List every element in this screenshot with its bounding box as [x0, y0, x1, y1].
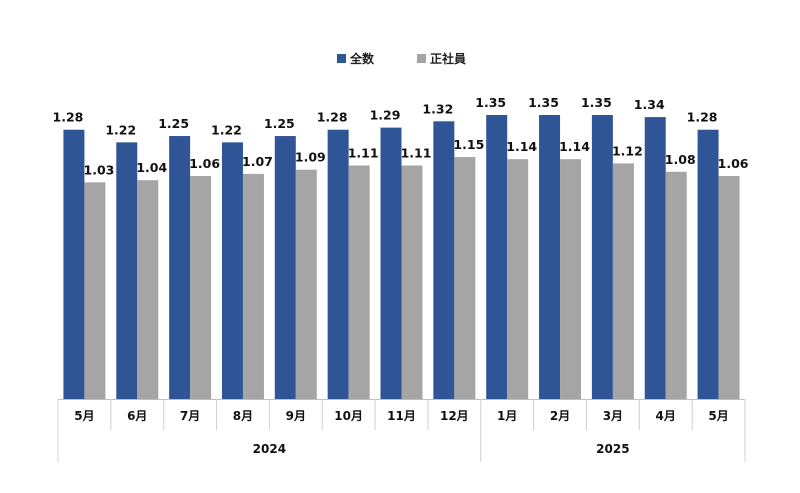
data-label-regular-9: 1.14: [559, 139, 590, 154]
data-label-regular-2: 1.06: [189, 156, 220, 171]
bar-total-8: [486, 115, 508, 399]
chart-legend: 全数 正社員: [337, 51, 466, 66]
bar-total-3: [221, 142, 243, 399]
data-label-regular-6: 1.11: [401, 145, 432, 160]
data-label-total-3: 1.22: [211, 122, 242, 137]
data-label-regular-3: 1.07: [242, 154, 273, 169]
bar-regular-7: [454, 157, 476, 399]
legend-label-total: 全数: [349, 51, 375, 66]
legend-swatch-total: [337, 54, 346, 63]
data-label-regular-11: 1.08: [665, 152, 696, 167]
data-label-regular-4: 1.09: [295, 150, 326, 165]
data-label-total-6: 1.29: [370, 108, 401, 123]
data-label-total-2: 1.25: [158, 116, 189, 131]
data-label-regular-0: 1.03: [84, 162, 115, 177]
bar-regular-10: [612, 163, 634, 399]
bar-total-7: [433, 121, 455, 400]
data-label-regular-1: 1.04: [136, 160, 167, 175]
legend-item-total: 全数: [337, 51, 375, 66]
x-tick-label-0: 5月: [74, 409, 94, 423]
bar-total-10: [591, 115, 613, 399]
x-tick-label-6: 11月: [387, 409, 416, 423]
bar-total-1: [116, 142, 138, 399]
bars-group: [63, 115, 740, 400]
x-tick-label-3: 8月: [233, 409, 253, 423]
x-tick-label-5: 10月: [334, 409, 363, 423]
bar-total-9: [539, 115, 561, 399]
data-labels-group: 1.28 1.03 1.22 1.04 1.25 1.06 1.22 1.07 1.25 1.09…: [53, 95, 749, 177]
bar-total-11: [644, 117, 666, 400]
bar-total-0: [63, 129, 85, 399]
x-tick-label-11: 4月: [656, 409, 676, 423]
bar-regular-12: [718, 176, 740, 399]
data-label-regular-8: 1.14: [506, 139, 537, 154]
bar-regular-6: [401, 165, 423, 399]
bar-total-4: [274, 136, 296, 399]
bar-total-5: [327, 129, 349, 399]
bar-regular-1: [137, 180, 159, 399]
x-tick-label-4: 9月: [286, 409, 306, 423]
data-label-regular-12: 1.06: [718, 156, 749, 171]
data-label-total-8: 1.35: [475, 95, 506, 110]
x-tick-label-2: 7月: [180, 409, 200, 423]
data-label-regular-10: 1.12: [612, 143, 643, 158]
bar-total-6: [380, 127, 402, 399]
x-tick-label-10: 3月: [603, 409, 623, 423]
legend-label-regular: 正社員: [430, 51, 466, 66]
data-label-regular-7: 1.15: [453, 137, 484, 152]
x-tick-label-12: 5月: [708, 409, 728, 423]
data-label-total-1: 1.22: [105, 122, 136, 137]
bar-regular-11: [665, 171, 687, 399]
bar-regular-9: [560, 159, 582, 399]
bar-regular-4: [295, 169, 317, 399]
bar-total-12: [697, 129, 719, 399]
year-group-label-1: 2025: [596, 442, 629, 456]
bar-regular-8: [507, 159, 529, 399]
data-label-total-12: 1.28: [687, 110, 718, 125]
data-label-total-11: 1.34: [634, 97, 665, 112]
data-label-total-7: 1.32: [422, 101, 453, 116]
legend-swatch-regular: [417, 54, 426, 63]
data-label-total-9: 1.35: [528, 95, 559, 110]
bar-regular-2: [190, 176, 212, 399]
bar-regular-0: [84, 182, 106, 399]
x-tick-label-7: 12月: [440, 409, 469, 423]
x-tick-label-1: 6月: [127, 409, 147, 423]
x-tick-label-9: 2月: [550, 409, 570, 423]
bar-total-2: [169, 136, 191, 399]
data-label-total-5: 1.28: [317, 110, 348, 125]
data-label-total-0: 1.28: [53, 110, 84, 125]
bar-regular-3: [242, 173, 264, 399]
data-label-total-10: 1.35: [581, 95, 612, 110]
data-label-total-4: 1.25: [264, 116, 295, 131]
data-label-regular-5: 1.11: [348, 145, 379, 160]
year-group-label-0: 2024: [253, 442, 286, 456]
x-axis: 5月 6月 7月 8月 9月 10月 11月 12月 1月 2月 3月 4月 5月 2024 2025: [57, 399, 746, 462]
x-tick-label-8: 1月: [497, 409, 517, 423]
bar-regular-5: [348, 165, 370, 399]
legend-item-regular: 正社員: [417, 51, 466, 66]
